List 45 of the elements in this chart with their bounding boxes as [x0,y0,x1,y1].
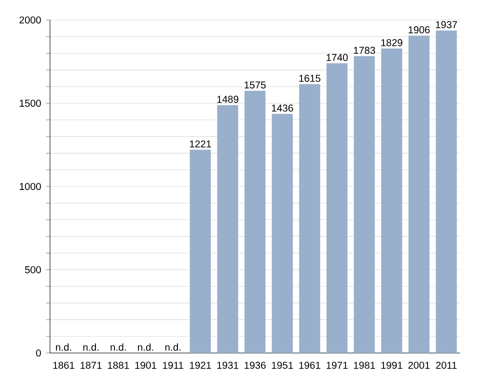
x-tick-label: 1861 [53,362,74,369]
bar [244,90,266,353]
x-tick-label: 2001 [408,362,430,369]
y-tick-label: 500 [25,266,41,274]
text: n.d. [56,343,72,351]
x-tick-label: 1881 [108,362,129,369]
text: n.d. [138,343,154,351]
data-label: 1436 [272,104,294,112]
data-label: 1489 [217,96,238,103]
text: n.d. [110,343,126,351]
data-label: 1783 [354,46,376,54]
data-label: 1906 [408,26,430,34]
x-tick-label: 2011 [436,362,457,369]
x-tick-label: 1936 [244,362,266,369]
data-label: 1221 [190,140,211,148]
x-tick-label: 1931 [217,362,238,369]
y-tick-label: 1500 [20,100,41,107]
data-label: 1575 [244,81,266,88]
text: n.d. [83,343,98,351]
x-tick-label: 1871 [80,362,102,369]
x-tick-label: 1921 [190,362,211,369]
data-label: 1937 [436,21,457,28]
data-label: 1615 [299,74,320,82]
bar [408,36,430,353]
data-label: 1829 [381,39,402,46]
x-tick-label: 1991 [381,362,402,369]
y-tick-label: 0 [36,349,41,356]
bar [381,48,402,353]
y-tick-label: 2000 [20,16,41,24]
x-tick-label: 1971 [326,362,348,369]
bar [190,150,211,353]
x-tick-label: 1951 [272,362,293,369]
bar [436,30,457,353]
x-tick-label: 1961 [299,362,320,369]
x-tick-label: 1911 [163,362,184,369]
bar [354,56,375,353]
bar [217,104,238,353]
data-label: 1740 [326,54,348,61]
bar [272,114,293,353]
bar [299,84,320,353]
y-tick-label: 1000 [20,182,41,190]
x-tick-label: 1901 [135,362,156,369]
x-tick-label: 1981 [354,362,375,369]
text: n.d. [165,343,180,351]
bar [326,63,348,353]
